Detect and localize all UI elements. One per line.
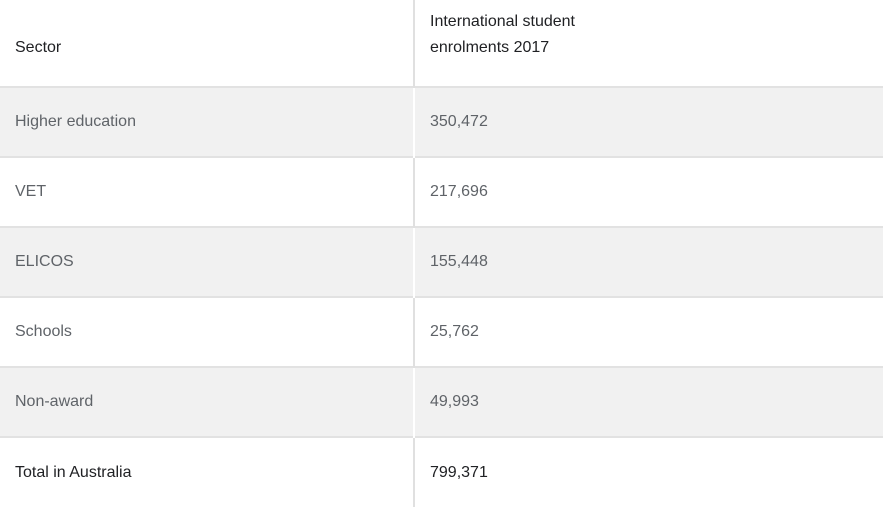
column-header-enrolments: International student enrolments 2017 (413, 0, 883, 87)
sector-cell: Higher education (0, 86, 414, 157)
sector-cell: ELICOS (0, 226, 414, 297)
table-row-vet: VET 217,696 (0, 156, 883, 227)
table-body: Higher education 350,472 VET 217,696 ELI… (0, 86, 883, 507)
table-row-elicos: ELICOS 155,448 (0, 226, 883, 297)
header-row: Sector International student enrolments … (0, 0, 883, 87)
value-cell: 25,762 (413, 296, 883, 367)
sector-cell-total: Total in Australia (0, 436, 414, 507)
value-cell: 350,472 (413, 86, 883, 157)
value-cell-total: 799,371 (413, 436, 883, 507)
column-header-sector-label: Sector (15, 39, 62, 56)
column-header-sector: Sector (0, 0, 414, 87)
table-row-non-award: Non-award 49,993 (0, 366, 883, 437)
value-cell: 49,993 (413, 366, 883, 437)
table-row-higher-education: Higher education 350,472 (0, 86, 883, 157)
table-header: Sector International student enrolments … (0, 0, 883, 87)
column-header-enrolments-label: International student enrolments 2017 (430, 13, 575, 56)
sector-cell: Schools (0, 296, 414, 367)
table-row-schools: Schools 25,762 (0, 296, 883, 367)
sector-cell: VET (0, 156, 414, 227)
value-cell: 217,696 (413, 156, 883, 227)
table-row-total-australia: Total in Australia 799,371 (0, 436, 883, 507)
value-cell: 155,448 (413, 226, 883, 297)
sector-cell: Non-award (0, 366, 414, 437)
